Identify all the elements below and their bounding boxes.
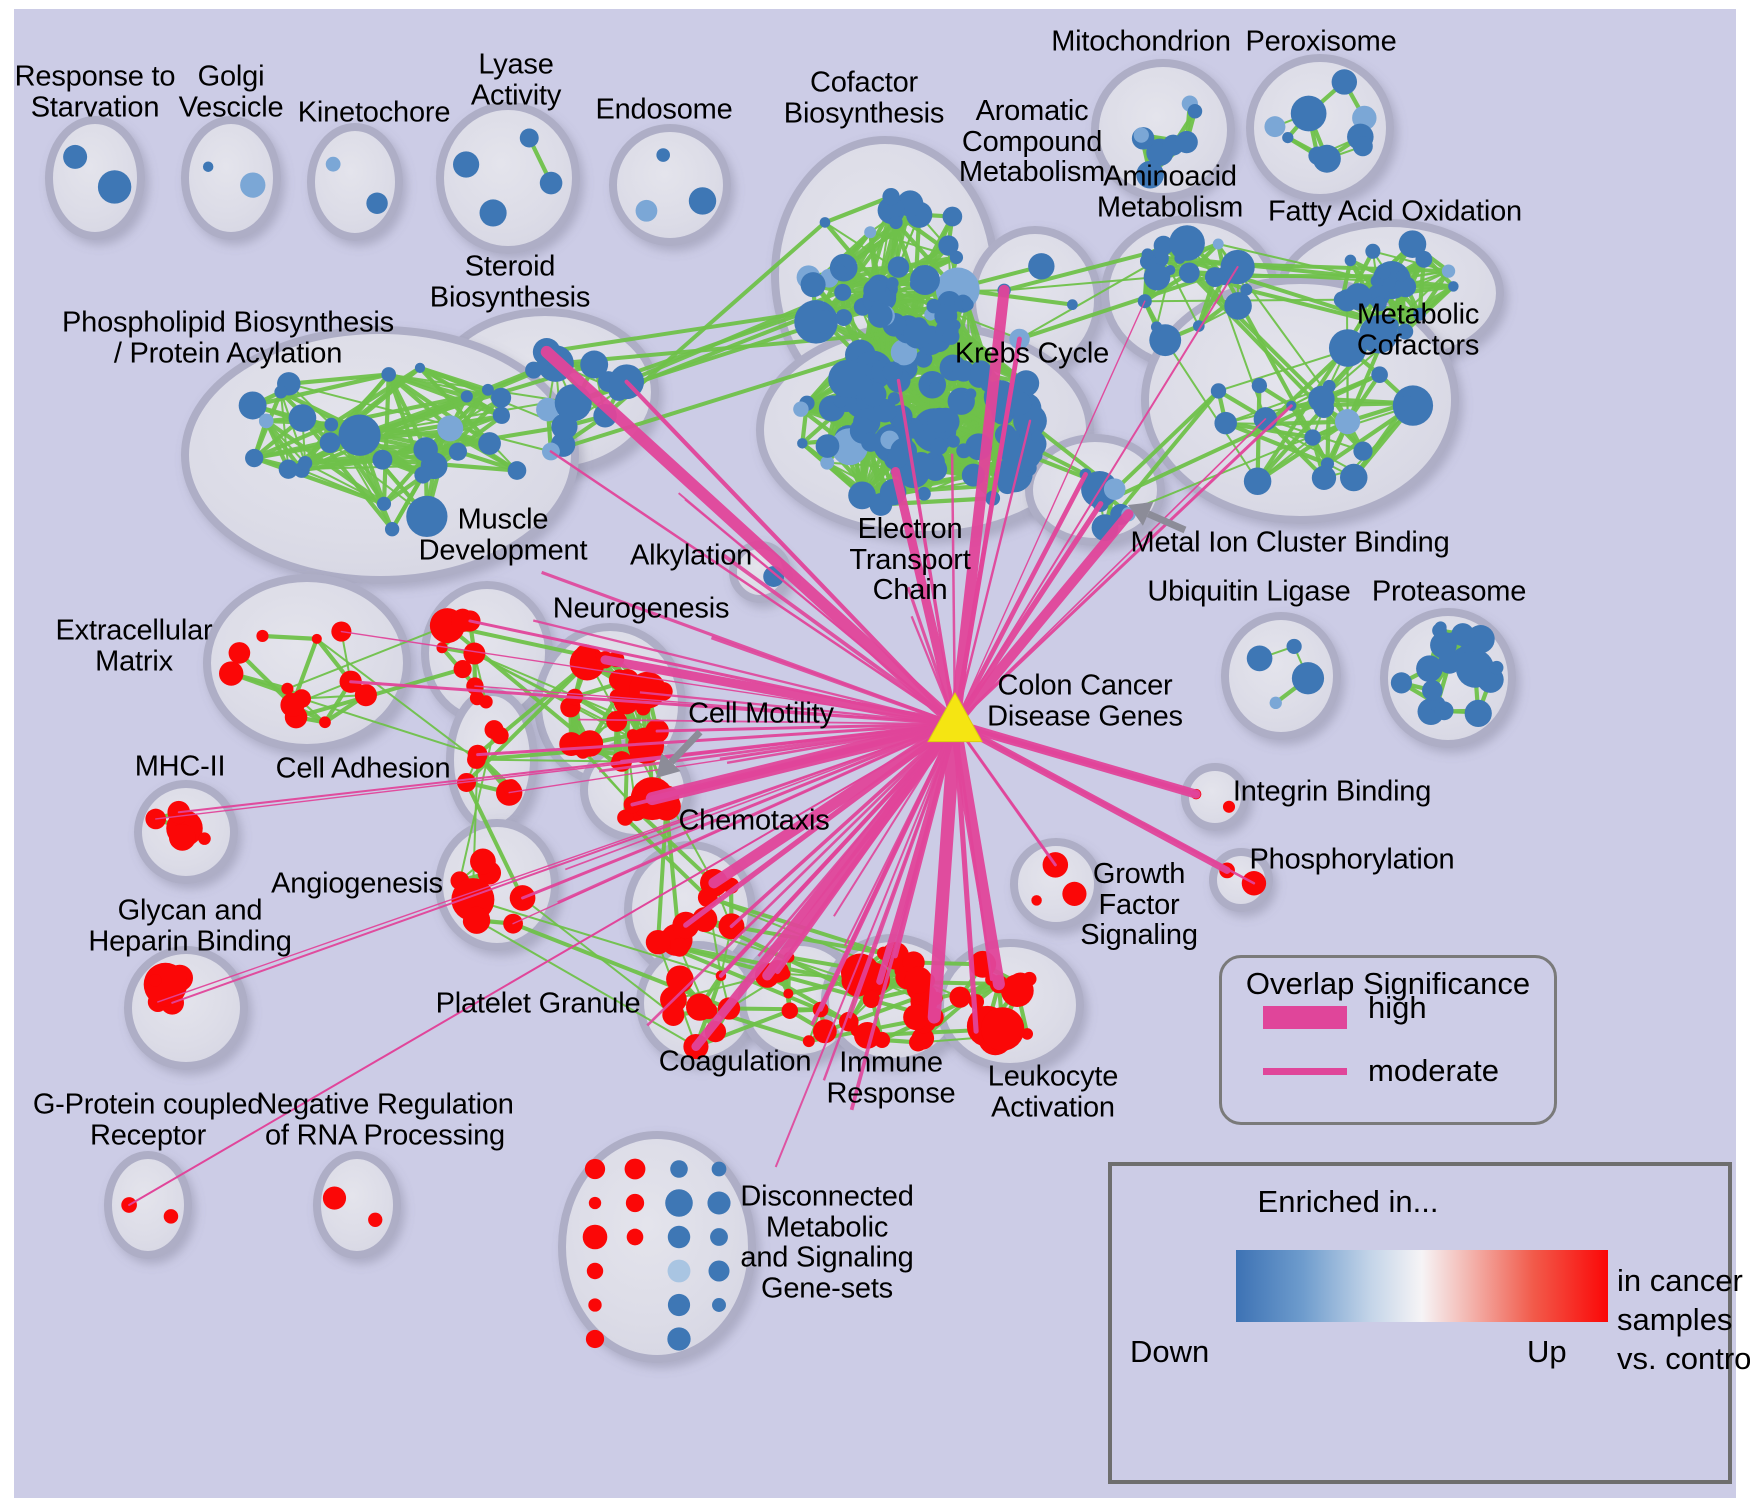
cluster-label-leukocyte-activation: Leukocyte Activation: [987, 1060, 1119, 1123]
cluster-ubiquitin-ligase: [1221, 612, 1341, 740]
enriched-legend-title: Enriched in...: [1257, 1184, 1439, 1219]
cluster-label-fatty-acid-oxidation: Fatty Acid Oxidation: [1268, 195, 1522, 228]
cluster-label-angiogenesis: Angiogenesis: [271, 867, 443, 900]
cluster-label-lyase-activity: Lyase Activity: [470, 48, 562, 111]
cluster-label-mitochondrion: Mitochondrion: [1051, 25, 1231, 58]
cluster-peroxisome: [1246, 54, 1394, 202]
cluster-label-integrin-binding: Integrin Binding: [1232, 775, 1432, 808]
cluster-label-peroxisome: Peroxisome: [1245, 25, 1397, 58]
hub-node[interactable]: [927, 691, 983, 743]
cluster-label-cofactor-biosynthesis: Cofactor Biosynthesis: [783, 66, 945, 129]
enrichment-colorbar: [1236, 1250, 1608, 1322]
cluster-label-endosome: Endosome: [595, 93, 733, 126]
cluster-lyase-activity: [436, 102, 580, 254]
cluster-g-protein-coupled-receptor: [104, 1151, 192, 1259]
enrichment-low-label: Down: [1130, 1334, 1210, 1369]
overlap-high-swatch: [1263, 1006, 1347, 1029]
cluster-label-kinetochore: Kinetochore: [297, 96, 451, 129]
cluster-label-aromatic-compound-metabolism: Aromatic Compound Metabolism: [958, 94, 1106, 189]
cluster-endosome: [609, 124, 731, 246]
cluster-label-response-to-starvation: Response to Starvation: [14, 60, 176, 123]
cluster-label-colon-cancer-disease-genes: Colon Cancer Disease Genes: [987, 669, 1183, 732]
cluster-label-phospholipid-biosynthesis: Phospholipid Biosynthesis / Protein Acyl…: [62, 306, 394, 369]
cluster-label-neurogenesis: Neurogenesis: [552, 592, 730, 625]
cluster-label-mhc-ii: MHC-II: [134, 750, 226, 783]
cluster-label-metal-ion-cluster-binding: Metal Ion Cluster Binding: [1130, 526, 1450, 559]
cluster-label-phosphorylation: Phosphorylation: [1249, 843, 1455, 876]
annotation-arrows: [656, 501, 1187, 778]
cluster-label-chemotaxis: Chemotaxis: [678, 804, 830, 837]
cluster-label-alkylation: Alkylation: [629, 539, 753, 572]
cluster-kinetochore: [307, 123, 403, 241]
cluster-label-steroid-biosynthesis: Steroid Biosynthesis: [429, 250, 591, 313]
hub-colon-cancer-disease-genes[interactable]: [927, 691, 983, 743]
overlap-moderate-swatch: [1263, 1068, 1347, 1075]
cluster-mitochondrion: [1091, 59, 1235, 201]
cluster-label-metabolic-cofactors: Metabolic Cofactors: [1356, 298, 1480, 361]
cluster-label-cell-adhesion: Cell Adhesion: [275, 752, 451, 785]
cluster-label-growth-factor-signaling: Growth Factor Signaling: [1080, 857, 1198, 952]
network-nodes: [63, 69, 1504, 1351]
cluster-negative-regulation-rna-processing: [313, 1151, 401, 1259]
enrichment-high-label: Up: [1527, 1334, 1567, 1369]
cluster-label-krebs-cycle: Krebs Cycle: [954, 337, 1110, 370]
enriched-in-legend: Enriched in... Down Up in cancer samples…: [1108, 1162, 1750, 1484]
cluster-label-proteasome: Proteasome: [1371, 575, 1527, 608]
enrichment-side-label: in cancer samples vs. controls: [1617, 1263, 1750, 1376]
overlap-high-label: high: [1368, 990, 1427, 1025]
cluster-label-platelet-granule: Platelet Granule: [435, 987, 641, 1020]
arrow-cell-motility: [656, 729, 703, 778]
cluster-label-extracellular-matrix: Extracellular Matrix: [55, 614, 213, 677]
arrow-metal-ion-cluster-binding: [1128, 501, 1187, 534]
cluster-label-aminoacid-metabolism: Aminoacid Metabolism: [1096, 160, 1244, 223]
overlap-significance-legend: Overlap Significance high moderate: [1219, 955, 1557, 1125]
overlap-moderate-label: moderate: [1368, 1053, 1499, 1088]
cluster-label-immune-response: Immune Response: [826, 1046, 956, 1109]
overlap-legend-title: Overlap Significance: [1245, 966, 1531, 1001]
cluster-label-glycan-heparin-binding: Glycan and Heparin Binding: [88, 894, 292, 957]
overlap-edges: [128, 266, 1293, 1206]
cluster-label-cell-motility: Cell Motility: [688, 697, 834, 730]
cluster-label-g-protein-coupled-receptor: G-Protein coupled Receptor: [32, 1088, 264, 1151]
cluster-disconnected-gene-sets: [558, 1131, 756, 1363]
cluster-label-ubiquitin-ligase: Ubiquitin Ligase: [1147, 575, 1351, 608]
cluster-label-golgi-vescicle: Golgi Vescicle: [178, 60, 284, 123]
cluster-label-coagulation: Coagulation: [658, 1045, 812, 1078]
cluster-golgi-vescicle: [181, 116, 281, 240]
cluster-label-electron-transport-chain: Electron Transport Chain: [849, 512, 971, 607]
cluster-label-muscle-development: Muscle Development: [418, 503, 588, 566]
cluster-label-disconnected-gene-sets: Disconnected Metabolic and Signaling Gen…: [740, 1180, 914, 1305]
cluster-label-negative-regulation-rna-processing: Negative Regulation of RNA Processing: [256, 1088, 514, 1151]
